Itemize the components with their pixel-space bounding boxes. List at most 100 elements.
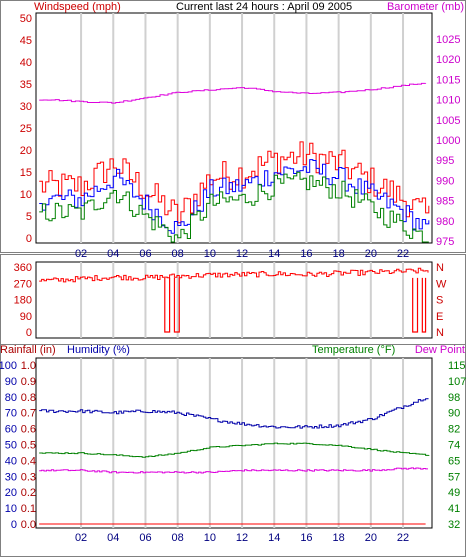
x-tick-label: 22 — [397, 248, 409, 260]
x-tick-label: 02 — [75, 532, 87, 544]
panel-frame-2 — [35, 261, 433, 339]
compass-tick-label: W — [436, 278, 447, 290]
temperature-tick-label: 65 — [448, 455, 460, 467]
rainfall-tick-label: 1.0 — [21, 360, 36, 372]
direction-tick-label: 90 — [20, 311, 32, 323]
rainfall-tick-label: 0.3 — [21, 471, 36, 483]
rainfall-axis-label: Rainfall (in) — [0, 344, 56, 356]
x-tick-label: 16 — [300, 532, 312, 544]
rainfall-tick-label: 0.2 — [21, 487, 36, 499]
compass-tick-label: N — [436, 262, 444, 274]
x-tick-label: 08 — [172, 248, 184, 260]
humidity-axis-label: Humidity (%) — [67, 344, 130, 356]
x-tick-label: 12 — [236, 248, 248, 260]
temperature-tick-label: 74 — [448, 440, 460, 452]
barometer-tick-label: 1005 — [436, 115, 460, 127]
windspeed-tick-label: 0 — [26, 233, 32, 245]
windspeed-tick-label: 20 — [20, 145, 32, 157]
windspeed-tick-label: 45 — [20, 35, 32, 47]
humidity-tick-label: 40 — [5, 455, 17, 467]
windspeed-tick-label: 50 — [20, 13, 32, 25]
rainfall-tick-label: 0.4 — [21, 455, 36, 467]
windspeed-tick-label: 25 — [20, 123, 32, 135]
barometer-tick-label: 1025 — [436, 34, 460, 46]
compass-tick-label: E — [436, 311, 443, 323]
rainfall-tick-label: 0.8 — [21, 392, 36, 404]
barometer-tick-label: 980 — [436, 216, 454, 228]
temperature-tick-label: 98 — [448, 392, 460, 404]
x-tick-label: 20 — [365, 532, 377, 544]
wind-direction-drop — [412, 277, 419, 333]
humidity-tick-label: 0 — [11, 519, 17, 531]
x-tick-label: 10 — [204, 532, 216, 544]
panel-frame-3 — [35, 357, 433, 529]
temperature-axis-label: Temperature (°F) — [312, 344, 395, 356]
humidity-tick-label: 60 — [5, 424, 17, 436]
panel-border — [0, 344, 466, 557]
wind-direction-series — [39, 267, 429, 283]
rainfall-tick-label: 0.7 — [21, 408, 36, 420]
temperature-tick-label: 90 — [448, 408, 460, 420]
wind-low-series — [39, 171, 429, 243]
humidity-tick-label: 50 — [5, 440, 17, 452]
temperature-tick-label: 32 — [448, 519, 460, 531]
barometer-tick-label: 995 — [436, 155, 454, 167]
direction-tick-label: 270 — [14, 278, 32, 290]
rainfall-tick-label: 0.6 — [21, 424, 36, 436]
barometer-axis-label: Barometer (mb) — [387, 1, 464, 13]
temperature-tick-label: 41 — [448, 503, 460, 515]
dewpoint-axis-label: Dew Point — [415, 344, 465, 356]
x-tick-label: 18 — [333, 532, 345, 544]
humidity-tick-label: 70 — [5, 408, 17, 420]
windspeed-tick-label: 15 — [20, 167, 32, 179]
rainfall-tick-label: 0.5 — [21, 440, 36, 452]
windspeed-axis-label: Windspeed (mph) — [34, 1, 121, 13]
wind-direction-drop — [164, 277, 171, 333]
barometer-tick-label: 975 — [436, 236, 454, 248]
wind-average-series — [39, 159, 430, 234]
humidity-series — [39, 398, 429, 429]
panel-border — [0, 0, 466, 253]
windspeed-tick-label: 40 — [20, 57, 32, 69]
x-tick-label: 06 — [139, 248, 151, 260]
x-tick-label: 08 — [172, 532, 184, 544]
humidity-tick-label: 20 — [5, 487, 17, 499]
panel-frame-1 — [35, 12, 433, 244]
humidity-tick-label: 30 — [5, 471, 17, 483]
x-tick-label: 06 — [139, 532, 151, 544]
direction-tick-label: 180 — [14, 295, 32, 307]
humidity-tick-label: 80 — [5, 392, 17, 404]
compass-tick-label: S — [436, 295, 443, 307]
barometer-tick-label: 990 — [436, 175, 454, 187]
compass-tick-label: N — [436, 327, 444, 339]
direction-tick-label: 360 — [14, 262, 32, 274]
x-tick-label: 02 — [75, 248, 87, 260]
rainfall-tick-label: 0.1 — [21, 503, 36, 515]
rainfall-tick-label: 0.0 — [21, 519, 36, 531]
barometer-tick-label: 1010 — [436, 95, 460, 107]
x-tick-label: 18 — [333, 248, 345, 260]
x-tick-label: 16 — [300, 248, 312, 260]
temperature-tick-label: 82 — [448, 424, 460, 436]
temperature-tick-label: 57 — [448, 471, 460, 483]
temperature-tick-label: 107 — [448, 376, 466, 388]
direction-tick-label: 0 — [26, 327, 32, 339]
barometer-tick-label: 985 — [436, 196, 454, 208]
humidity-tick-label: 90 — [5, 376, 17, 388]
humidity-tick-label: 100 — [0, 360, 17, 372]
x-tick-label: 14 — [268, 532, 280, 544]
x-tick-label: 10 — [204, 248, 216, 260]
temperature-series — [39, 442, 430, 458]
dewpoint-series — [39, 467, 428, 474]
wind-direction-drop — [421, 277, 427, 333]
windspeed-tick-label: 10 — [20, 189, 32, 201]
windspeed-tick-label: 30 — [20, 101, 32, 113]
x-tick-label: 04 — [107, 532, 119, 544]
x-tick-label: 04 — [107, 248, 119, 260]
barometer-tick-label: 1015 — [436, 74, 460, 86]
rainfall-tick-label: 0.9 — [21, 376, 36, 388]
x-tick-label: 12 — [236, 532, 248, 544]
temperature-tick-label: 115 — [448, 360, 466, 372]
